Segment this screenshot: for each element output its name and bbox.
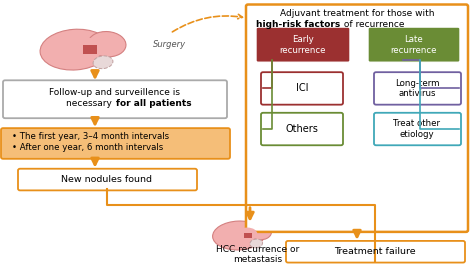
- Text: • After one year, 6 month intervals: • After one year, 6 month intervals: [12, 143, 163, 152]
- FancyBboxPatch shape: [1, 128, 230, 159]
- FancyBboxPatch shape: [3, 80, 227, 118]
- Ellipse shape: [213, 221, 264, 250]
- Text: HCC recurrence or
metastasis: HCC recurrence or metastasis: [216, 245, 300, 264]
- Text: New nodules found: New nodules found: [62, 175, 153, 184]
- Text: for all patients: for all patients: [116, 99, 191, 108]
- Text: Long-term
antivirus: Long-term antivirus: [395, 79, 439, 98]
- Ellipse shape: [237, 227, 257, 240]
- Text: Early
recurrence: Early recurrence: [280, 35, 326, 55]
- FancyBboxPatch shape: [256, 27, 350, 62]
- Ellipse shape: [250, 239, 263, 248]
- FancyBboxPatch shape: [286, 241, 465, 263]
- Text: Treatment failure: Treatment failure: [334, 247, 416, 256]
- Ellipse shape: [88, 32, 126, 57]
- Bar: [244, 233, 252, 238]
- Text: of recurrence: of recurrence: [341, 20, 404, 29]
- Text: Others: Others: [285, 124, 319, 134]
- FancyBboxPatch shape: [261, 72, 343, 105]
- Text: • The first year, 3–4 month intervals: • The first year, 3–4 month intervals: [12, 132, 169, 141]
- Text: Adjuvant treatment for those with: Adjuvant treatment for those with: [280, 9, 434, 18]
- FancyBboxPatch shape: [374, 113, 461, 145]
- FancyBboxPatch shape: [246, 4, 468, 232]
- Bar: [83, 45, 97, 54]
- Text: high-risk factors: high-risk factors: [256, 20, 340, 29]
- Text: Late
recurrence: Late recurrence: [391, 35, 437, 55]
- Text: Follow-up and surveillence is: Follow-up and surveillence is: [49, 88, 181, 96]
- Text: Treat other
etiology: Treat other etiology: [393, 119, 440, 139]
- Ellipse shape: [247, 224, 272, 240]
- FancyBboxPatch shape: [374, 72, 461, 105]
- FancyBboxPatch shape: [261, 113, 343, 145]
- Ellipse shape: [75, 38, 105, 58]
- Ellipse shape: [93, 56, 113, 69]
- FancyBboxPatch shape: [18, 169, 197, 190]
- FancyBboxPatch shape: [368, 27, 460, 62]
- Text: ICI: ICI: [296, 83, 308, 93]
- Text: necessary: necessary: [66, 99, 115, 108]
- Ellipse shape: [40, 29, 110, 70]
- Text: Surgery: Surgery: [153, 40, 186, 49]
